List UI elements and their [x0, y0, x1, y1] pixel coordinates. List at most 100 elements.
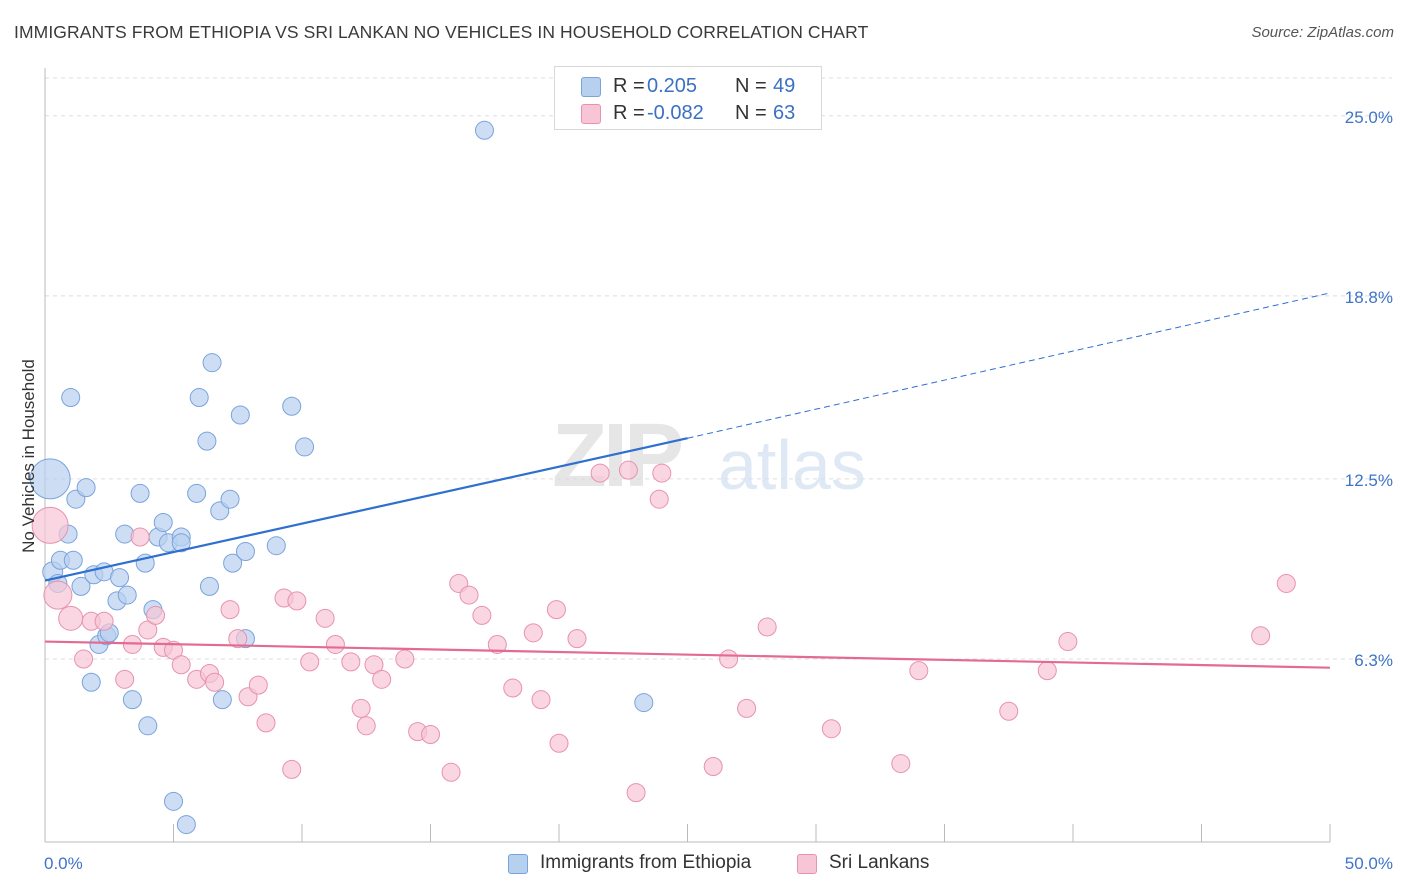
- srilankan-point: [1037, 661, 1057, 681]
- srilankan-point: [351, 698, 371, 718]
- srilankan-point: [719, 649, 739, 669]
- n-value: 63: [773, 102, 796, 124]
- srilankan-point: [205, 672, 225, 692]
- srilankan-swatch-icon: [581, 104, 601, 124]
- srilankan-point: [325, 634, 345, 654]
- srilankan-point: [1251, 626, 1271, 646]
- srilankan-point: [356, 716, 376, 736]
- srilankan-point: [531, 690, 551, 710]
- srilankan-point: [220, 600, 240, 620]
- r-label: R =: [613, 102, 645, 124]
- r-value: -0.082: [647, 102, 704, 124]
- ethiopia-point: [199, 576, 219, 596]
- y-axis-label: No Vehicles in Household: [19, 359, 38, 553]
- ethiopia-point: [189, 388, 209, 408]
- srilankan-point: [549, 733, 569, 753]
- stats-row-srilankans: R = -0.082 N = 63: [555, 100, 821, 128]
- srilankan-point: [626, 783, 646, 803]
- watermark-atlas: atlas: [718, 426, 866, 504]
- ethiopia-point: [76, 478, 96, 498]
- ethiopia-point: [81, 672, 101, 692]
- srilankan-point: [737, 698, 757, 718]
- ethiopia-point: [153, 512, 173, 532]
- ethiopia-point: [197, 431, 217, 451]
- srilankan-point: [146, 605, 166, 625]
- ethiopia-trend-line: [44, 437, 688, 582]
- ethiopia-point: [130, 483, 150, 503]
- ethiopia-point: [187, 483, 207, 503]
- legend-label: Sri Lankans: [829, 852, 930, 873]
- srilankan-point: [472, 605, 492, 625]
- srilankan-trend-line: [44, 640, 1331, 669]
- ethiopia-point: [117, 585, 137, 605]
- srilankan-point: [1058, 632, 1078, 652]
- srilankan-point: [503, 678, 523, 698]
- ethiopia-point: [266, 536, 286, 556]
- y-tick-label: 6.3%: [1354, 651, 1393, 670]
- ethiopia-point: [138, 716, 158, 736]
- srilankan-point: [341, 652, 361, 672]
- ethiopia-point: [71, 576, 91, 596]
- srilankan-point: [421, 725, 440, 745]
- x-tick-label: 0.0%: [44, 854, 83, 873]
- srilankan-point: [287, 591, 307, 611]
- srilankan-point: [1276, 573, 1296, 593]
- watermark-zip: ZIP: [552, 406, 684, 506]
- srilankan-point: [300, 652, 320, 672]
- y-tick-label: 25.0%: [1345, 108, 1393, 127]
- srilankan-point: [999, 701, 1019, 721]
- srilankan-point: [248, 675, 268, 695]
- srilankan-point: [487, 634, 507, 654]
- ethiopia-point: [235, 542, 255, 562]
- label-layer: 6.3% 12.5% 18.8% 25.0% 0.0% 50.0% No Vehicles …: [19, 108, 1393, 873]
- chart-title: IMMIGRANTS FROM ETHIOPIA VS SRI LANKAN N…: [14, 22, 869, 42]
- srilankan-point: [652, 463, 672, 483]
- stats-legend: R = 0.205 N = 49 R = -0.082 N = 63: [554, 66, 822, 130]
- n-label: N =: [735, 102, 767, 124]
- srilankan-point: [58, 605, 84, 631]
- srilankan-point: [590, 463, 610, 483]
- srilankan-point: [459, 585, 479, 605]
- ethiopia-point: [220, 489, 240, 509]
- ethiopia-point: [29, 458, 71, 500]
- srilankan-point: [909, 661, 929, 681]
- srilankan-point: [94, 611, 114, 631]
- ethiopia-swatch-icon: [508, 854, 528, 874]
- r-value: 0.205: [647, 75, 698, 97]
- srilankan-point: [74, 649, 94, 669]
- srilankan-swatch-icon: [797, 854, 817, 874]
- srilankan-point: [282, 759, 302, 779]
- srilankan-point: [757, 617, 777, 637]
- x-tick-label: 50.0%: [1345, 854, 1393, 873]
- ethiopia-point: [282, 396, 302, 416]
- ethiopia-point: [115, 524, 135, 544]
- ethiopia-point: [61, 388, 81, 408]
- ethiopia-point: [164, 791, 183, 811]
- ethiopia-swatch-icon: [581, 77, 601, 97]
- srilankan-point: [523, 623, 543, 643]
- srilankan-point: [618, 460, 638, 480]
- srilankan-point: [649, 489, 669, 509]
- ethiopia-point: [202, 353, 222, 373]
- srilankan-point: [130, 527, 150, 547]
- ethiopia-point: [63, 550, 83, 570]
- source-label: Source: ZipAtlas.com: [1251, 24, 1394, 41]
- srilankan-point: [43, 580, 73, 610]
- srilankan-point: [372, 669, 392, 689]
- legend-label: Immigrants from Ethiopia: [540, 852, 752, 873]
- ethiopia-point: [634, 693, 654, 713]
- ethiopia-point: [212, 690, 232, 710]
- y-tick-label: 12.5%: [1345, 471, 1393, 490]
- srilankan-point: [567, 629, 587, 649]
- n-label: N =: [735, 75, 767, 97]
- srilankan-point: [703, 756, 723, 776]
- ethiopia-trend-extension: [687, 292, 1331, 439]
- srilankan-point: [171, 655, 191, 675]
- ethiopia-point: [223, 553, 243, 573]
- srilankan-point: [891, 754, 911, 774]
- srilankan-point: [31, 506, 69, 544]
- ethiopia-point: [122, 690, 142, 710]
- n-value: 49: [773, 75, 796, 97]
- stats-row-ethiopia: R = 0.205 N = 49: [555, 73, 821, 101]
